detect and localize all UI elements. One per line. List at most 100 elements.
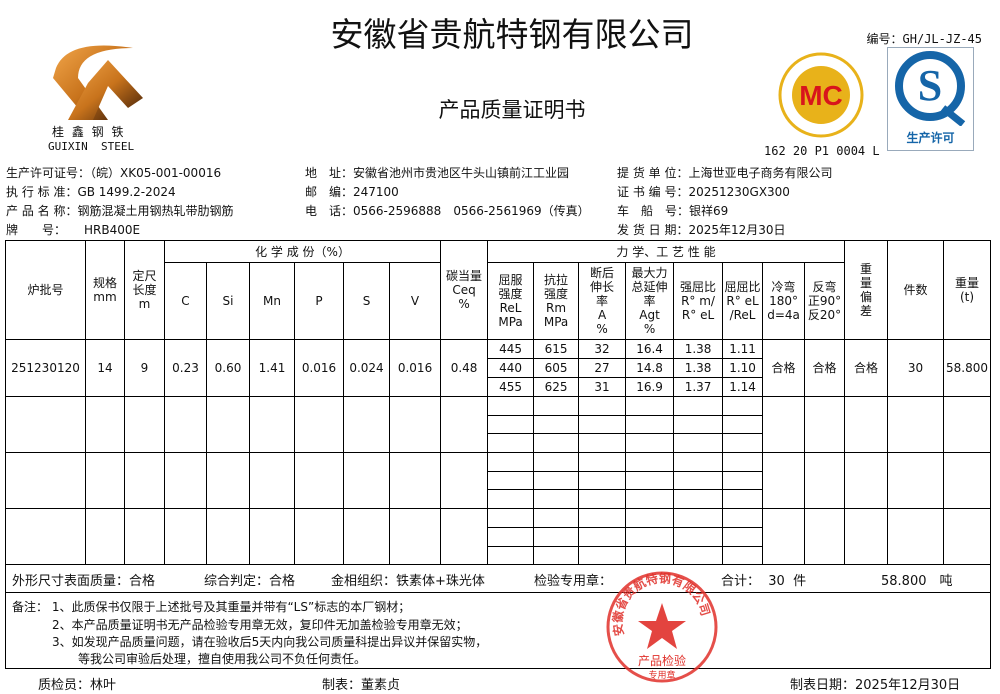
cell-test: 1.10 [722,358,764,378]
inspection-stamp: 安徽省贵航特钢有限公司 产品检验 专用章 [604,569,720,688]
cell-spec: 14 [85,339,125,397]
document-code: 编号：GH/JL-JZ-45 [866,32,982,46]
cell-batch [5,452,86,510]
cell-test: 1.11 [722,339,764,359]
cell-test [673,489,724,510]
cell-test [533,414,580,435]
cell-weight [943,452,991,510]
summary-row: 外形尺寸表面质量：合格 综合判定：合格 金相组织：铁素体+珠光体 检验专用章： … [5,565,991,593]
cell-chem: 0.60 [206,339,250,397]
info-col2-0: 地 址：安徽省池州市贵池区牛头山镇前江工业园 [305,166,570,180]
cell-rebend: 合格 [804,339,846,397]
cell-test [673,508,724,528]
cell-test [722,414,764,435]
cell-batch [5,508,86,566]
cell-test: 1.38 [673,339,724,359]
note-2: 2、本产品质量证明书无产品检验专用章无效，复印件无加盖检验专用章无效； [52,618,468,632]
overall-judgement: 综合判定：合格 [204,574,296,589]
cell-test: 27 [578,358,627,378]
cell-test [722,470,764,491]
cell-test [533,396,580,416]
cell-deviation [844,452,889,510]
cell-weight [943,508,991,566]
info-col1-1: 执 行 标 准：GB 1499.2-2024 [6,185,176,199]
cell-test [625,433,675,454]
inspector: 质检员：林叶 [38,678,117,693]
logo-mark-icon [53,45,143,120]
cell-count [887,508,945,566]
header-mechanical: 力 学、工 艺 性 能 [487,240,846,263]
header-weight: 重量 (t) [943,240,991,340]
header-mech-3: 最大力 总延伸 率 Agt % [625,262,675,340]
total-count: 合计： 30 件 [721,574,807,589]
cell-chem [206,452,250,510]
cell-chem [343,395,390,454]
table-row [6,433,991,454]
note-4: 等我公司审验后处理，擅自使用我公司不负任何责任。 [78,652,367,666]
header-chem-p: P [294,262,344,340]
cell-test [625,414,675,435]
cell-chem: 0.016 [388,339,442,397]
table-maker: 制表：董素贞 [322,678,401,693]
cell-test [487,545,535,566]
cell-length: 9 [124,339,165,397]
cell-test [578,433,627,454]
cell-test [578,508,627,528]
header-chem-si: Si [206,262,250,340]
info-col2-2: 电 话：0566-2596888 0566-2561969（传真） [305,204,590,218]
cell-test [487,396,535,416]
mc-logo: MC [778,52,864,141]
cell-chem: 0.016 [294,339,344,397]
info-col2-1: 邮 编：247100 [305,185,399,199]
cell-rebend [804,395,846,454]
cell-test [487,526,535,547]
cell-deviation: 合格 [844,339,889,397]
cell-test: 16.4 [625,339,675,359]
metallographic: 金相组织：铁素体+珠光体 [331,574,485,589]
info-col1-3: 牌 号： HRB400E [6,223,141,237]
cell-test [673,396,724,416]
header-chem-mn: Mn [249,262,295,340]
header-count: 件数 [887,240,945,340]
cell-ceq [440,452,489,510]
logo-cn: 桂 鑫 钢 铁 [52,125,126,139]
appearance-quality: 外形尺寸表面质量：合格 [12,574,156,589]
qs-logo-text: 生产许可 [906,131,955,145]
cell-test [578,396,627,416]
cell-test [673,526,724,547]
table-row: 455 625 31 16.9 1.37 1.14 [6,377,991,397]
cell-test [533,508,580,528]
info-col3-1: 证 书 编 号：20251230GX300 [617,185,790,199]
table-row: 251230120 14 9 0.23 0.60 1.41 0.016 0.024 0.016 0… [5,339,991,397]
cell-test [673,452,724,472]
header-mech-0: 屈服 强度 ReL MPa [487,262,535,340]
cell-bend [762,452,806,510]
cell-batch [5,395,86,454]
cell-chem [249,395,295,454]
cell-chem [294,395,344,454]
header-length: 定尺 长度 m [124,240,165,340]
note-1: 备注： 1、此质保书仅限于上述批号及其重量并带有“LS”标志的本厂钢材； [12,600,411,614]
svg-text:MC: MC [799,80,843,111]
cell-test [533,526,580,547]
header-weight-deviation: 重 量 偏 差 [844,240,889,340]
header-mech-7: 反弯 正90° 反20° [804,262,846,340]
cell-batch: 251230120 [5,339,86,397]
make-date: 制表日期：2025年12月30日 [790,678,961,693]
cell-chem [294,452,344,510]
cell-test [673,470,724,491]
header-batch: 炉批号 [5,240,86,340]
cell-deviation [844,395,889,454]
header-mech-2: 断后 伸长 率 A % [578,262,627,340]
cell-test [533,489,580,510]
header-mech-5: 屈屈比 R° eL /ReL [722,262,764,340]
mc-code: 162 20 P1 0004 L [764,144,880,158]
cell-test [722,508,764,528]
info-col1-0: 生产许可证号：（皖）XK05-001-00016 [6,166,222,180]
header-chem-c: C [164,262,207,340]
cell-spec [85,452,125,510]
header-mech-6: 冷弯 180° d=4a [762,262,806,340]
svg-text:S: S [918,61,942,110]
cell-count: 30 [887,339,945,397]
header-mech-4: 强屈比 R° m/ R° eL [673,262,724,340]
